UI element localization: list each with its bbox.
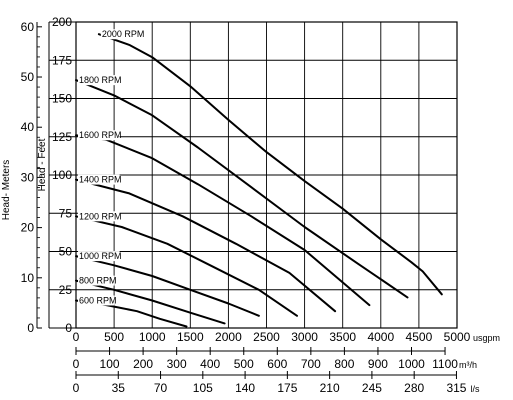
usgpm-tick-label: 0 <box>73 330 80 344</box>
curve-1400-rpm <box>75 178 337 313</box>
curve-1800-rpm <box>75 79 409 299</box>
usgpm-tick-label: 3500 <box>329 330 356 344</box>
curve-label-bg <box>78 251 120 262</box>
curve-label: 800 RPM <box>79 276 117 286</box>
ls-tick-label: 280 <box>404 381 424 395</box>
ls-tick-label: 35 <box>112 381 126 395</box>
curve-1000-rpm <box>75 255 260 317</box>
m3h-tick-label: 500 <box>234 357 254 371</box>
x-axes: 0 500 1000 1500 2000 2500 3000 3500 4000 4500 5000… <box>73 330 500 395</box>
usgpm-tick-label: 4000 <box>367 330 394 344</box>
meters-tick-label: 50 <box>21 70 35 84</box>
feet-tick-label: 100 <box>52 168 72 182</box>
m3h-tick-label: 100 <box>100 357 120 371</box>
meters-axis-title: Head- Meters <box>1 160 12 221</box>
meters-tick-label: 10 <box>21 271 35 285</box>
ls-tick-label: 70 <box>154 381 168 395</box>
m3h-unit: m³/h <box>459 360 477 370</box>
m3h-tick-label: 800 <box>334 357 354 371</box>
usgpm-tick-label: 500 <box>104 330 124 344</box>
usgpm-tick-label: 4500 <box>406 330 433 344</box>
meters-tick-label: 0 <box>27 321 34 335</box>
feet-tick-label: 25 <box>59 283 73 297</box>
m3h-tick-label: 1000 <box>398 357 425 371</box>
m3h-tick-label: 900 <box>368 357 388 371</box>
y-axes: 0 25 50 75 100 125 150 175 200 Head - Feet 0 10 20 30… <box>1 15 76 335</box>
feet-tick-label: 125 <box>52 130 72 144</box>
feet-tick-label: 50 <box>59 245 73 259</box>
meters-tick-label: 30 <box>21 170 35 184</box>
curve-label: 1400 RPM <box>79 175 122 185</box>
curve-label-bg <box>78 174 120 185</box>
usgpm-tick-label: 2000 <box>215 330 242 344</box>
curve-label: 600 RPM <box>79 295 117 305</box>
curve-label: 1800 RPM <box>79 75 122 85</box>
usgpm-tick-label: 3000 <box>291 330 318 344</box>
meters-tick-label: 40 <box>21 120 35 134</box>
usgpm-tick-label: 1000 <box>139 330 166 344</box>
meters-tick-label: 20 <box>21 221 35 235</box>
m3h-tick-label: 700 <box>301 357 321 371</box>
feet-tick-label: 150 <box>52 92 72 106</box>
m3h-tick-label: 400 <box>200 357 220 371</box>
feet-tick-label: 175 <box>52 53 72 67</box>
usgpm-tick-label: 1500 <box>177 330 204 344</box>
m3h-tick-label: 200 <box>133 357 153 371</box>
usgpm-tick-label: 2500 <box>253 330 280 344</box>
curve-label: 1000 RPM <box>79 251 122 261</box>
curve-label-bg <box>100 29 143 40</box>
rpm-curves: 600 RPM 800 RPM 1000 RPM 1200 RPM 1400 RPM 16… <box>75 29 443 328</box>
ls-tick-label: 210 <box>320 381 340 395</box>
curve-label-bg <box>78 275 115 286</box>
curve-label-bg <box>78 130 120 141</box>
ls-tick-label: 0 <box>73 381 80 395</box>
ls-tick-label: 245 <box>362 381 382 395</box>
grid <box>76 22 457 328</box>
feet-tick-label: 75 <box>59 206 73 220</box>
ls-tick-label: 315 <box>446 381 466 395</box>
ls-unit: l/s <box>470 384 480 394</box>
usgpm-unit: usgpm <box>473 333 500 343</box>
m3h-tick-label: 300 <box>167 357 187 371</box>
meters-tick-label: 60 <box>21 20 35 34</box>
curve-800-rpm <box>75 279 226 325</box>
curve-2000-rpm <box>97 33 443 296</box>
curve-label: 1600 RPM <box>79 130 122 140</box>
usgpm-tick-label: 5000 <box>444 330 471 344</box>
curve-label-bg <box>78 295 115 306</box>
curve-label: 1200 RPM <box>79 211 122 221</box>
curve-1200-rpm <box>75 215 298 317</box>
feet-tick-label: 0 <box>65 321 72 335</box>
m3h-tick-label: 600 <box>267 357 287 371</box>
ls-tick-label: 175 <box>277 381 297 395</box>
ls-tick-label: 105 <box>193 381 213 395</box>
ls-tick-label: 140 <box>235 381 255 395</box>
curve-label-bg <box>78 211 120 222</box>
m3h-tick-label: 1100 <box>432 357 458 371</box>
m3h-tick-label: 0 <box>73 357 80 371</box>
feet-axis-title: Head - Feet <box>37 138 48 191</box>
curve-label: 2000 RPM <box>102 29 145 39</box>
curve-label-bg <box>78 75 120 86</box>
feet-tick-label: 200 <box>52 15 72 29</box>
